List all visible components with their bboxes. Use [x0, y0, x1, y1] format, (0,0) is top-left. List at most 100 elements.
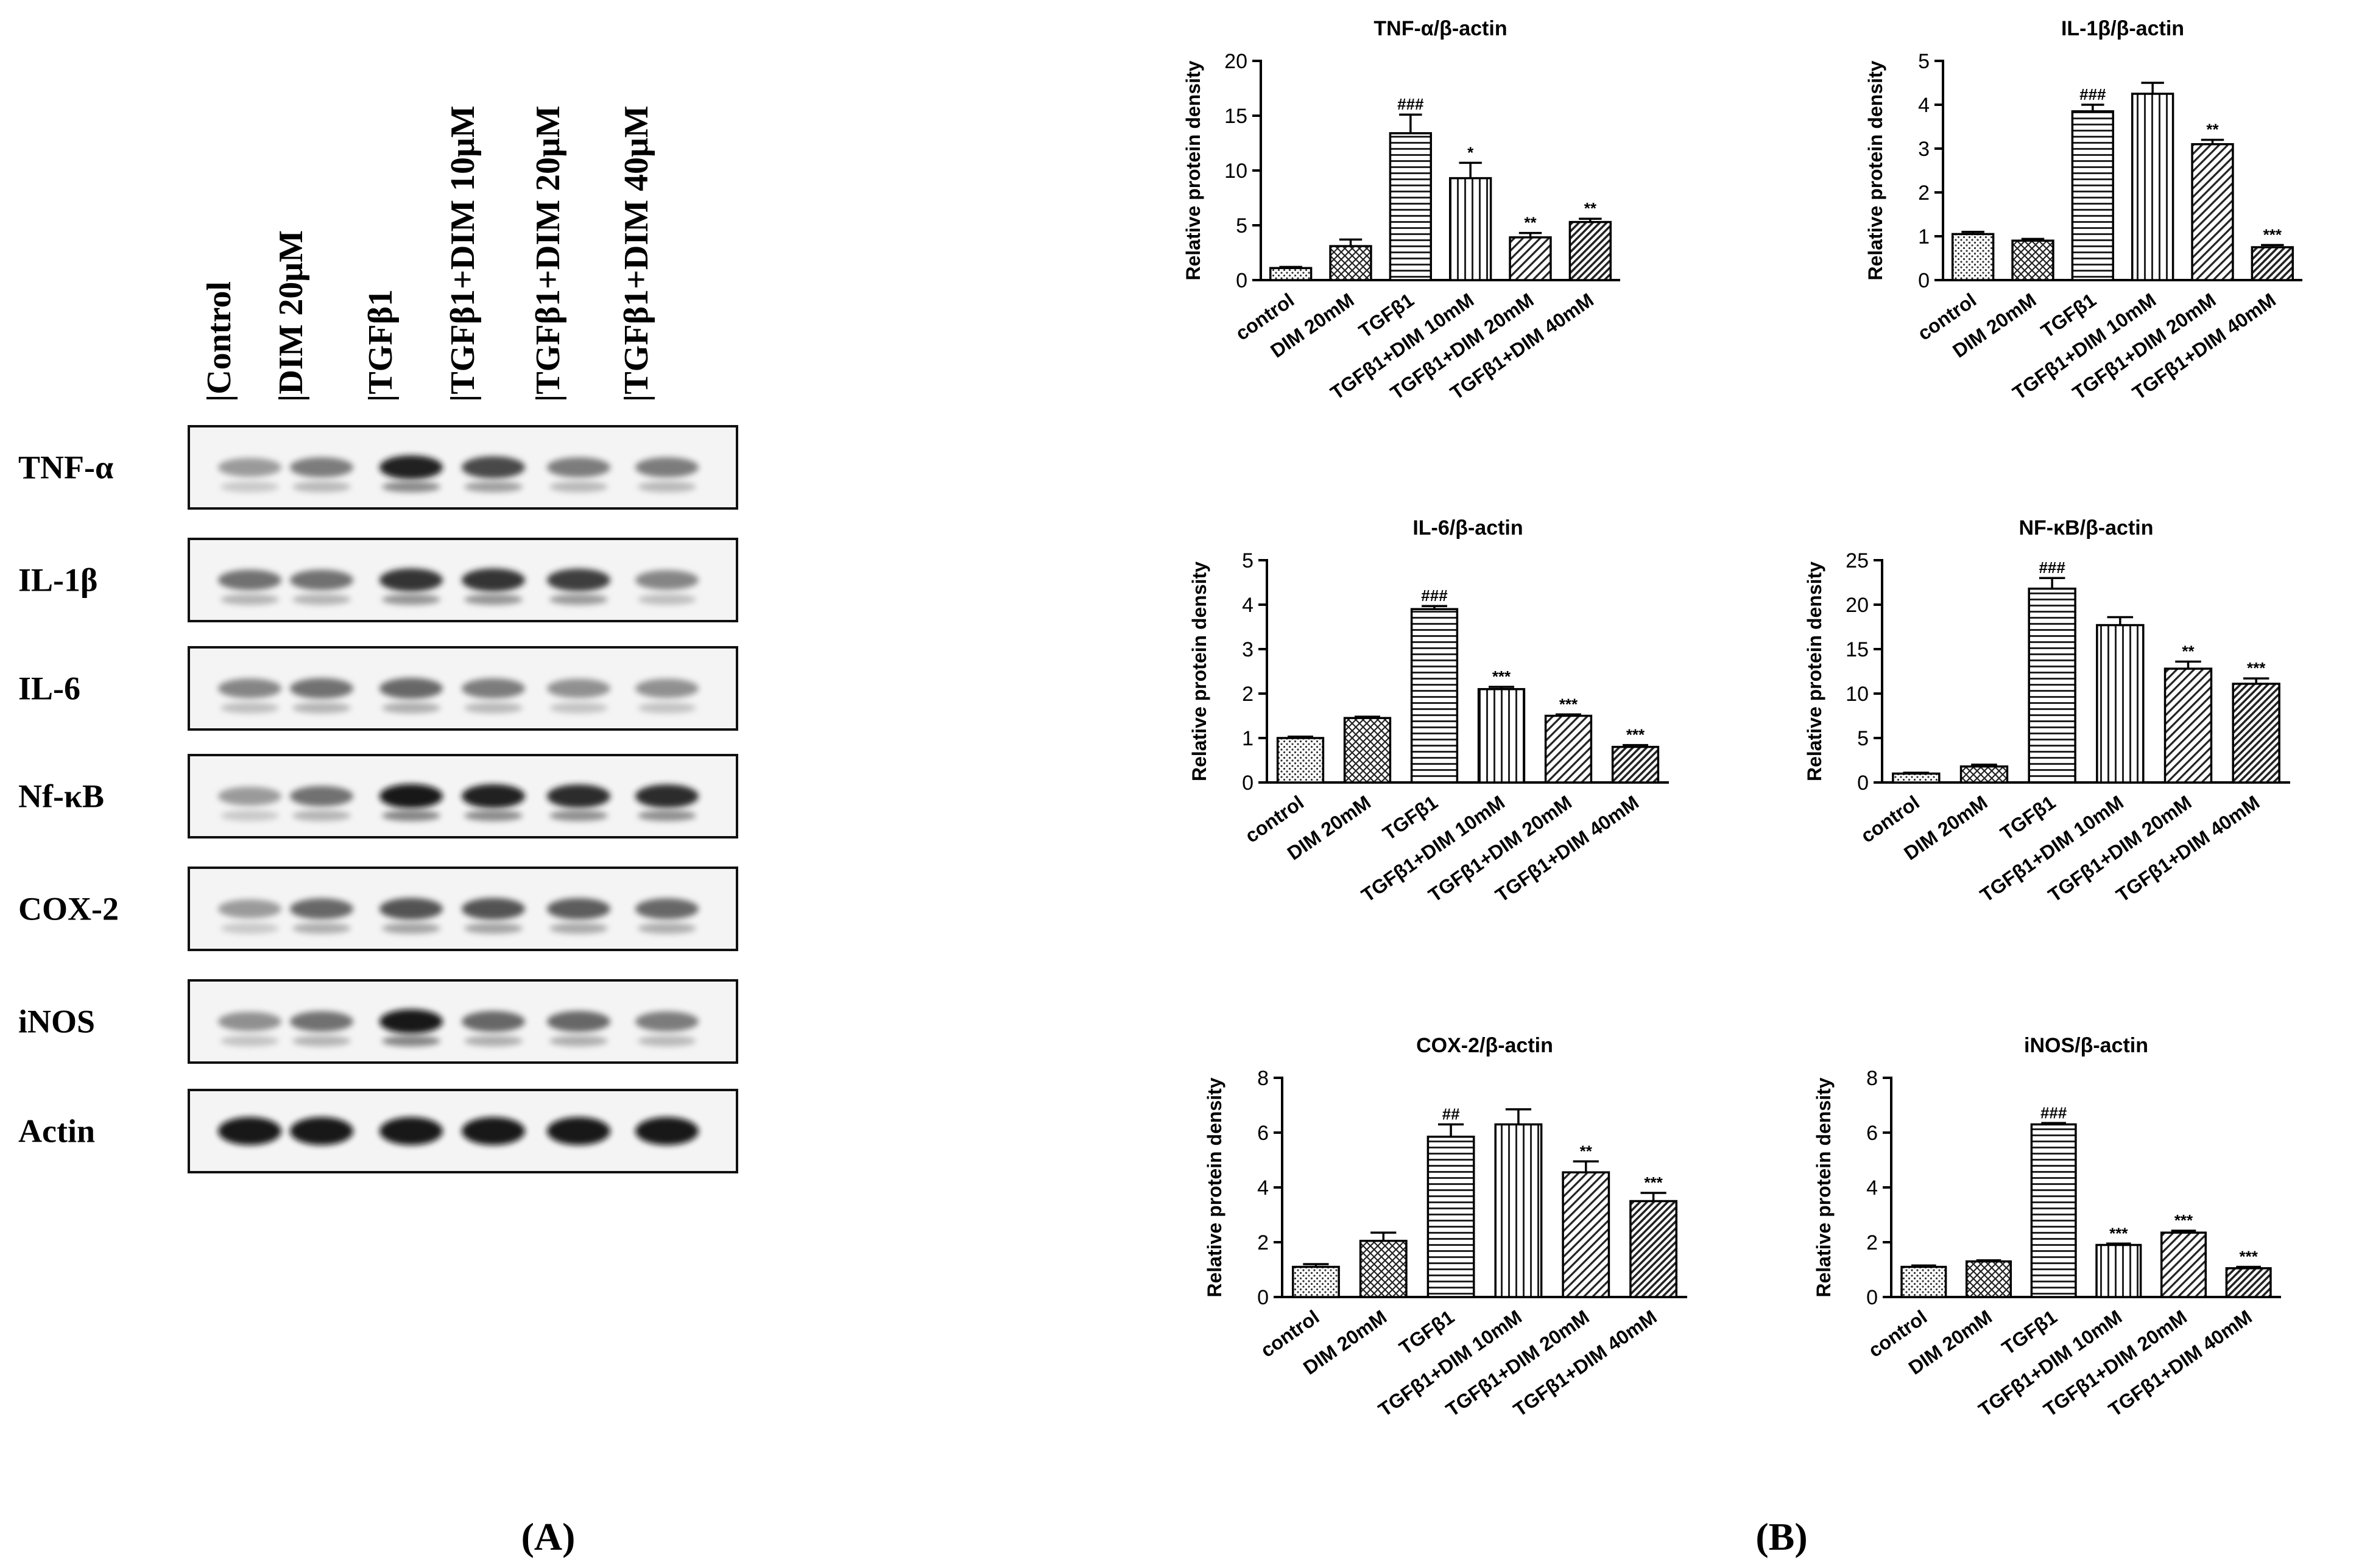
bar	[2232, 683, 2280, 784]
y-axis-label: Relative protein density	[1182, 60, 1204, 280]
blot-band-secondary	[292, 594, 351, 605]
y-tick-label: 0	[1857, 772, 1869, 795]
blot-band	[462, 1117, 525, 1145]
blot-band	[218, 787, 281, 806]
blot-band-secondary	[220, 810, 279, 821]
significance-label: ***	[1559, 695, 1578, 713]
bar	[1477, 687, 1526, 784]
y-tick-label: 20	[1224, 50, 1247, 73]
significance-label: ***	[2247, 659, 2266, 677]
significance-label: ***	[1644, 1173, 1663, 1192]
lane-label: |TGFβ1+DIM 10μM	[444, 105, 482, 402]
y-axis-label: Relative protein density	[1188, 561, 1210, 781]
significance-label: ***	[1626, 726, 1645, 744]
chart-title: NF-κB/β-actin	[2019, 516, 2153, 540]
y-tick-label: 25	[1846, 549, 1869, 572]
bar	[1544, 714, 1593, 784]
blot-band-secondary	[464, 923, 523, 934]
blot-band	[462, 784, 525, 809]
bar	[1900, 1265, 1947, 1298]
y-tick-label: 20	[1846, 594, 1869, 617]
significance-label: **	[1524, 214, 1537, 232]
blot-band	[462, 456, 525, 479]
blot-band	[635, 570, 699, 590]
bar	[2160, 1231, 2207, 1298]
bar	[2251, 246, 2294, 281]
bar	[1965, 1260, 2012, 1298]
bar	[1329, 245, 1372, 281]
panel-label-b: (B)	[1755, 1515, 1807, 1558]
chart: IL-6/β-actin 0 1 2 3 4 5 Relative protein densi…	[1188, 516, 1669, 906]
significance-label: ***	[1492, 667, 1511, 686]
blot-row-label: Actin	[18, 1113, 95, 1150]
y-tick-label: 8	[1866, 1067, 1878, 1090]
significance-label: ###	[2079, 85, 2106, 104]
blot-band	[635, 898, 699, 919]
blot-band-secondary	[638, 1035, 696, 1047]
y-tick-label: 2	[1257, 1231, 1269, 1254]
bar	[1562, 1171, 1610, 1298]
bar	[2225, 1267, 2272, 1298]
bar	[2095, 1243, 2142, 1298]
blot-band	[635, 1117, 699, 1145]
bar	[1410, 608, 1459, 784]
significance-label: ##	[1442, 1105, 1460, 1123]
blot-band-secondary	[638, 702, 696, 714]
blot-band-secondary	[464, 594, 523, 605]
y-tick-label: 3	[1242, 638, 1254, 661]
bar	[1951, 233, 1995, 281]
chart: IL-1β/β-actin 0 1 2 3 4 5 Relative protein dens…	[1864, 17, 2302, 404]
y-tick-label: 8	[1257, 1067, 1269, 1090]
blot-band	[290, 678, 353, 699]
y-tick-label: 10	[1846, 683, 1869, 706]
blot-band-secondary	[464, 702, 523, 714]
blot-row-label: IL-6	[18, 670, 80, 707]
significance-label: **	[1580, 1142, 1593, 1160]
blot-row-label: iNOS	[18, 1004, 95, 1040]
blot-band-secondary	[382, 810, 440, 821]
y-axis-label: Relative protein density	[1204, 1077, 1225, 1297]
chart-title: TNF-α/β-actin	[1373, 17, 1507, 40]
significance-label: ***	[2109, 1224, 2128, 1242]
blot-band-secondary	[292, 810, 351, 821]
bar	[1426, 1136, 1475, 1298]
y-tick-label: 4	[1242, 594, 1254, 617]
y-axis-label: Relative protein density	[1864, 60, 1886, 280]
chart: iNOS/β-actin 0 2 4 6 8 Relative protein densit…	[1813, 1034, 2281, 1421]
blot-band-secondary	[638, 594, 696, 605]
y-tick-label: 1	[1242, 727, 1254, 750]
lane-label: |Control	[200, 281, 238, 402]
significance-label: ###	[1421, 586, 1448, 605]
bar	[1892, 772, 1941, 784]
y-tick-label: 5	[1236, 214, 1247, 237]
significance-label: **	[2206, 121, 2219, 139]
significance-label: ###	[2040, 1103, 2067, 1122]
bar	[2011, 239, 2054, 281]
y-tick-label: 1	[1918, 225, 1930, 248]
bar	[2071, 110, 2115, 281]
bar	[1343, 717, 1392, 784]
blot-band	[218, 569, 281, 591]
panel-label-a: (A)	[521, 1515, 576, 1558]
chart: NF-κB/β-actin 0 5 10 15 20 25 Relative protein …	[1804, 516, 2290, 906]
y-tick-label: 2	[1866, 1231, 1878, 1254]
significance-label: ***	[2263, 225, 2282, 244]
blot-band	[379, 1117, 443, 1145]
bar	[1389, 132, 1433, 281]
blot-band	[290, 1011, 353, 1032]
blot-band-secondary	[382, 481, 440, 493]
blot-band	[379, 455, 443, 480]
y-tick-label: 10	[1224, 160, 1247, 183]
blot-band	[635, 784, 699, 808]
bar	[1269, 267, 1313, 281]
blot-band	[290, 786, 353, 807]
blot-band-secondary	[220, 923, 279, 934]
blot-band-secondary	[292, 923, 351, 934]
y-tick-label: 5	[1242, 549, 1254, 572]
y-tick-label: 5	[1857, 727, 1869, 750]
blot-band-secondary	[382, 923, 440, 934]
lane-label: |TGFβ1+DIM 20μM	[529, 105, 567, 402]
blot-band	[218, 458, 281, 477]
chart-title: IL-6/β-actin	[1412, 516, 1523, 540]
